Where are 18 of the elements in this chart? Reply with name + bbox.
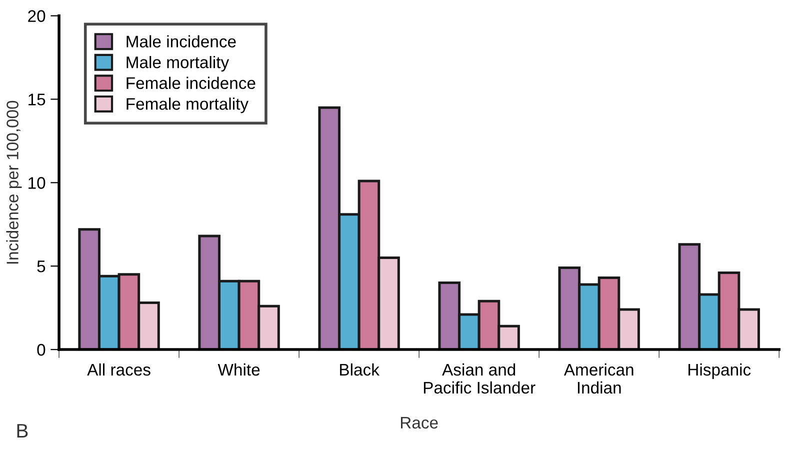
legend-label: Female incidence	[126, 76, 256, 90]
x-tick-label: Asian and Pacific Islander	[424, 363, 536, 394]
x-tick-label: American Indian	[564, 363, 634, 394]
y-axis-title: Incidence per 100,000	[6, 100, 22, 264]
x-tick-label: Black	[340, 363, 380, 376]
legend-label: Male incidence	[126, 35, 236, 48]
y-tick-label: 10	[28, 177, 46, 189]
x-axis-title: Race	[400, 416, 438, 429]
legend-label: Male mortality	[126, 56, 230, 72]
x-tick-label: White	[218, 363, 260, 376]
y-tick-label: 20	[28, 10, 46, 22]
text: B	[17, 424, 28, 438]
y-tick-label: 15	[28, 94, 46, 106]
y-tick-label: 5	[37, 260, 46, 272]
legend-label: Female mortality	[126, 98, 249, 114]
y-tick-label: 0	[37, 344, 46, 356]
x-tick-label: All races	[87, 363, 150, 376]
x-tick-label: Hispanic	[688, 363, 751, 379]
